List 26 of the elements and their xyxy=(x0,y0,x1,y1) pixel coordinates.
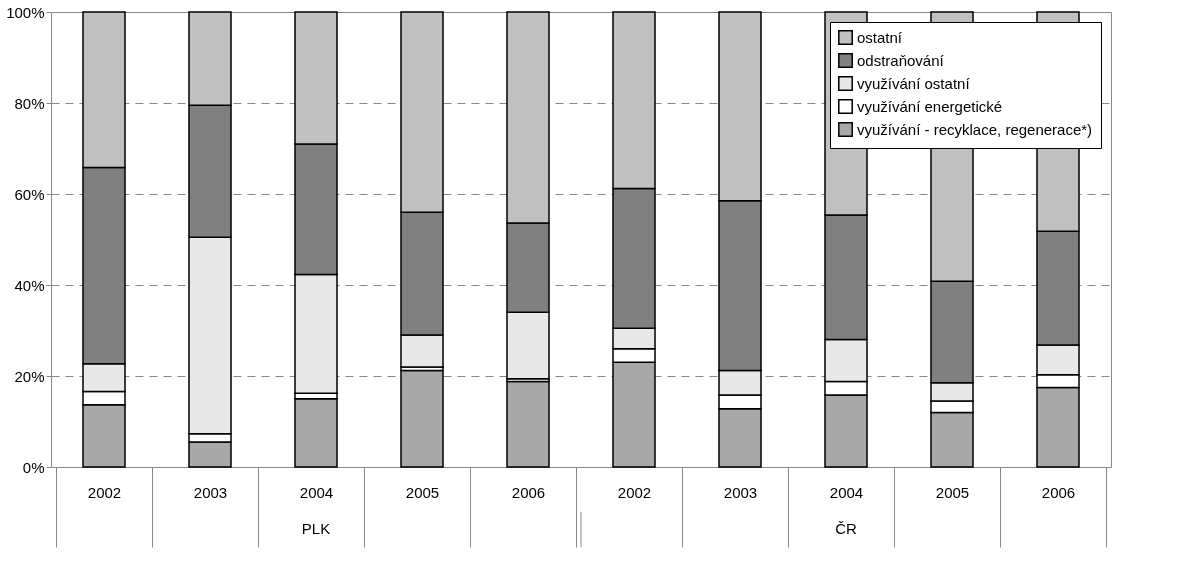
y-tick-label: 80% xyxy=(14,94,45,112)
y-tick-label: 60% xyxy=(14,185,45,203)
x-tick-label: 2003 xyxy=(193,483,228,501)
legend-label: odstraňování xyxy=(857,51,945,69)
x-tick-label: 2006 xyxy=(1041,483,1076,501)
legend-label: využívání ostatní xyxy=(857,74,971,92)
bar xyxy=(506,380,550,468)
y-tick-label: 100% xyxy=(6,3,45,21)
x-tick-label: 2002 xyxy=(87,483,122,501)
legend-label: využívání energetické xyxy=(857,97,1003,115)
y-tick-label: 0% xyxy=(22,458,45,476)
x-tick-label: 2005 xyxy=(935,483,970,501)
y-tick-label: 20% xyxy=(14,367,45,385)
y-tick-label: 40% xyxy=(14,276,45,294)
x-tick-label: 2006 xyxy=(511,483,546,501)
bar xyxy=(294,398,338,468)
x-tick-label: 2004 xyxy=(829,483,864,501)
legend-label: využívání - recyklace, regenerace*) xyxy=(857,120,1093,138)
x-tick-label: 2003 xyxy=(723,483,758,501)
x-tick-label: 2004 xyxy=(299,483,334,501)
bar xyxy=(400,369,444,468)
legend-label: ostatní xyxy=(857,28,903,46)
x-tick-label: 2002 xyxy=(617,483,652,501)
text: ČR xyxy=(835,520,857,537)
x-tick-label: 2005 xyxy=(405,483,440,501)
text: PLK xyxy=(301,520,331,537)
